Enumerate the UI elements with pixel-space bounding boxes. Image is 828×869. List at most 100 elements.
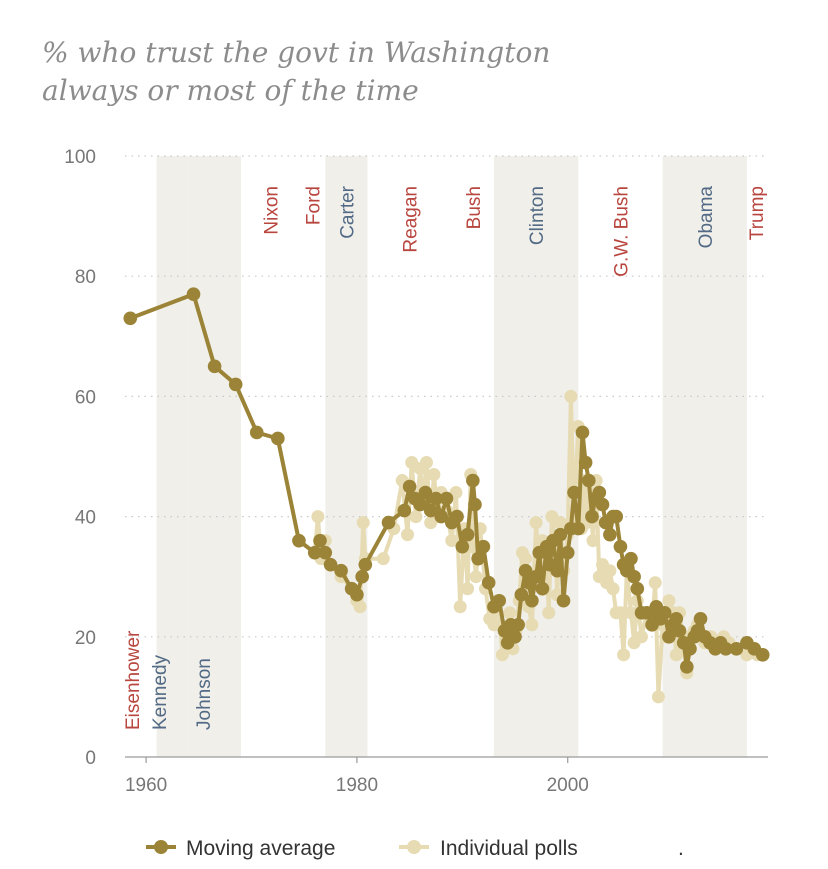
y-tick-label-80: 80 [75, 267, 96, 288]
moving-average-point [450, 509, 464, 524]
moving-average-point [434, 509, 449, 524]
moving-average-point [662, 630, 676, 644]
moving-average-point [578, 455, 593, 470]
moving-average-point [460, 527, 475, 542]
moving-average-point [468, 497, 482, 512]
moving-average-point [511, 617, 525, 632]
y-tick-label-20: 20 [75, 628, 96, 649]
moving-average-point [556, 593, 571, 608]
moving-average-point [313, 533, 327, 548]
moving-average-point [350, 587, 364, 602]
poll-point [495, 648, 509, 662]
president-labels: Eisenhower Kennedy Johnson Nixon Ford Carter R… [123, 185, 768, 730]
poll-point [606, 582, 620, 596]
president-bands [156, 156, 747, 757]
moving-average-point [719, 642, 733, 656]
poll-point [613, 606, 627, 620]
y-tick-label-100: 100 [64, 147, 96, 168]
poll-point [662, 594, 676, 608]
moving-average-point [613, 539, 628, 554]
president-label-kennedy: Kennedy [150, 654, 171, 730]
moving-average-point [729, 642, 744, 656]
president-label-nixon: Nixon [261, 186, 282, 235]
poll-point [356, 516, 370, 530]
moving-average-point [318, 545, 333, 560]
moving-average-point [535, 581, 550, 596]
moving-average-point [693, 611, 708, 626]
y-tick-label-60: 60 [75, 387, 96, 408]
x-tick-label-1960: 1960 [125, 775, 167, 796]
moving-average-point [582, 473, 596, 488]
moving-average-point [627, 569, 641, 584]
poll-point [635, 630, 649, 644]
poll-point [586, 534, 600, 548]
band-carter [325, 156, 368, 757]
poll-point [529, 516, 543, 530]
president-label-reagan: Reagan [401, 186, 422, 253]
moving-average-point [492, 593, 507, 608]
moving-average-point [413, 497, 427, 512]
president-label-bush: Bush [464, 186, 485, 229]
moving-average-point [439, 491, 454, 506]
poll-point [603, 564, 617, 578]
poll-point [487, 618, 501, 632]
poll-point [564, 389, 578, 403]
poll-point [445, 534, 459, 548]
moving-average-point [423, 503, 438, 518]
poll-point [311, 510, 325, 524]
moving-average-point [680, 660, 694, 674]
legend: Moving average Individual polls. [146, 837, 684, 860]
chart-title-line-2: always or most of the time [42, 74, 419, 107]
legend-swatch-moving-average-dot [154, 840, 168, 854]
poll-point [409, 510, 423, 524]
moving-average-point [471, 551, 485, 566]
moving-average-point [550, 563, 564, 578]
poll-point [553, 516, 567, 530]
moving-average-point [518, 563, 533, 578]
moving-average-point [609, 509, 624, 524]
moving-average-point [657, 605, 672, 620]
moving-average-point [476, 539, 491, 554]
poll-point [449, 486, 463, 500]
moving-average-point [683, 642, 697, 656]
president-label-obama: Obama [696, 186, 717, 249]
moving-average-point [624, 551, 638, 566]
president-label-carter: Carter [337, 185, 358, 238]
moving-average-point [123, 311, 138, 326]
moving-average-point [397, 503, 412, 518]
moving-average-point [585, 509, 599, 524]
axes: 0 20 40 60 80 100 1960 1980 2000 [64, 147, 768, 796]
moving-average-point [669, 611, 684, 626]
moving-average-point [381, 515, 396, 530]
moving-average-point [418, 485, 433, 500]
president-label-ford: Ford [304, 186, 325, 225]
moving-average-point [271, 431, 285, 446]
moving-average-point [207, 359, 222, 374]
moving-average-point [571, 521, 586, 536]
poll-point [469, 570, 483, 584]
footnote-mark: . [678, 837, 684, 860]
poll-point [353, 600, 367, 614]
moving-average-point [358, 557, 373, 572]
president-label-johnson: Johnson [194, 658, 215, 730]
poll-point [419, 456, 433, 470]
x-tick-label-2000: 2000 [547, 775, 589, 796]
moving-average-point [249, 425, 264, 440]
y-tick-label-40: 40 [75, 508, 96, 529]
moving-average-point [630, 581, 645, 596]
poll-point [453, 600, 467, 614]
poll-point [427, 468, 441, 482]
moving-average-point [567, 485, 581, 500]
poll-point [376, 552, 390, 566]
moving-average-point [508, 630, 522, 644]
y-tick-label-0: 0 [85, 748, 96, 769]
band-clinton [493, 156, 579, 757]
moving-average-point [186, 287, 201, 302]
moving-average-point [595, 497, 610, 512]
moving-average-point [553, 527, 568, 542]
moving-average-point [481, 575, 496, 590]
poll-point [519, 552, 533, 566]
poll-point [648, 576, 662, 590]
poll-point [400, 528, 414, 542]
poll-point [624, 606, 638, 620]
